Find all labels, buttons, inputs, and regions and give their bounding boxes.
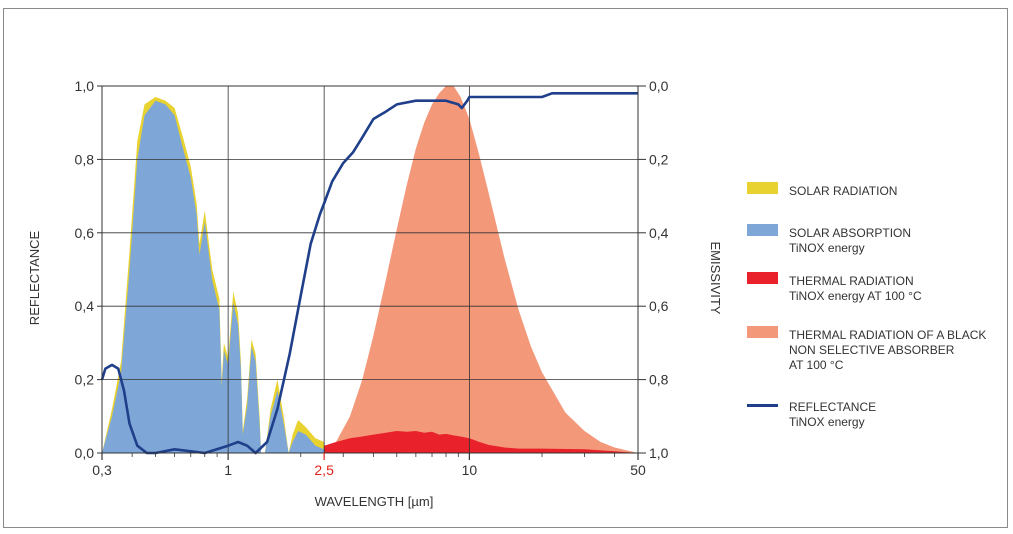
legend-label: THERMAL RADIATION OF A BLACK [789, 328, 986, 342]
legend-sublabel: TiNOX energy [789, 241, 865, 255]
y-tick-label: 0,0 [75, 445, 95, 461]
legend-swatch [747, 326, 778, 338]
y2-tick-label: 0,2 [649, 151, 669, 167]
x-tick-label: 0,3 [92, 462, 112, 478]
y2-tick-label: 0,6 [649, 298, 669, 314]
grid-lines [102, 85, 638, 453]
y2-tick-label: 0,4 [649, 225, 669, 241]
y2-axis-title: EMISSIVITY [708, 242, 723, 315]
area-solar-absorption [102, 100, 325, 453]
legend-item-solar-radiation: SOLAR RADIATION [747, 182, 897, 198]
plot-border [101, 85, 639, 454]
y2-tick-label: 0,0 [649, 78, 669, 94]
legend-swatch [747, 404, 778, 407]
y-tick-label: 0,8 [75, 151, 95, 167]
legend-label: SOLAR ABSORPTION [789, 226, 911, 240]
legend-label: REFLECTANCE [789, 400, 876, 414]
legend-swatch [747, 224, 778, 236]
area-thermal-radiation [324, 431, 638, 453]
y2-tick-label: 1,0 [649, 445, 669, 461]
chart: 0,0 0,2 0,4 0,6 0,8 1,0 0,0 0,2 0,4 0,6 0,8 1,0 0,3 1… [27, 78, 986, 509]
legend-sublabel: TiNOX energy AT 100 °C [789, 289, 922, 303]
y-tick-label: 0,4 [75, 298, 95, 314]
y2-tick-label: 0,8 [649, 372, 669, 388]
axes: 0,0 0,2 0,4 0,6 0,8 1,0 0,0 0,2 0,4 0,6 0,8 1,0 0,3 1… [75, 78, 669, 478]
data-areas [102, 86, 638, 453]
legend-swatch [747, 182, 778, 194]
y-axis-title: REFLECTANCE [27, 230, 42, 325]
x-tick-label: 50 [630, 462, 646, 478]
legend-sublabel: AT 100 °C [789, 358, 844, 372]
legend-swatch [747, 272, 778, 284]
x-axis-title: WAVELENGTH [µm] [315, 494, 434, 509]
x-tick-label: 10 [462, 462, 478, 478]
y-tick-label: 1,0 [75, 78, 95, 94]
x-tick-label: 1 [224, 462, 232, 478]
legend-label: SOLAR RADIATION [789, 184, 897, 198]
legend-label: THERMAL RADIATION [789, 274, 914, 288]
legend-sublabel: NON SELECTIVE ABSORBER [789, 343, 955, 357]
y-tick-label: 0,6 [75, 225, 95, 241]
chart-frame: 0,0 0,2 0,4 0,6 0,8 1,0 0,0 0,2 0,4 0,6 0,8 1,0 0,3 1… [3, 8, 1008, 528]
legend-sublabel: TiNOX energy [789, 415, 865, 429]
area-black-body [324, 86, 638, 453]
y-tick-label: 0,2 [75, 372, 95, 388]
x-tick-label: 2,5 [314, 462, 334, 478]
